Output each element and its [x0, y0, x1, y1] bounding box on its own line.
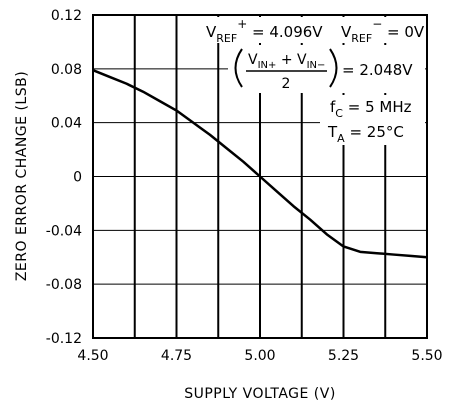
y-tick-labels: 0.12 0.08 0.04 0 -0.04 -0.08 -0.12 [46, 8, 82, 347]
ta-main: T [327, 123, 338, 141]
x-tick-label: 5.50 [411, 348, 442, 364]
vref-plus-sub: REF [216, 32, 237, 45]
annotation-background [198, 17, 425, 43]
y-tick-label: -0.04 [46, 223, 82, 239]
series-layer [92, 69, 428, 259]
vin-minus-main: V [297, 52, 307, 68]
vin-minus-sub: IN− [307, 60, 326, 71]
right-paren [329, 48, 338, 88]
annotation-ta: TA = 25°C [327, 123, 404, 145]
vref-minus-main: V [341, 23, 352, 41]
x-tick-labels: 4.50 4.75 5.00 5.25 5.50 [77, 348, 442, 364]
y-tick-label: 0.04 [51, 116, 82, 132]
annotation-vin-value: = 2.048V [342, 61, 413, 79]
vref-plus-value: = 4.096V [247, 23, 323, 41]
vin-plus-main: V [248, 52, 258, 68]
ta-sub: A [337, 132, 345, 145]
vin-plus-sub: IN+ [258, 60, 277, 71]
annotation-fc: fC = 5 MHz [330, 98, 412, 120]
y-tick-label: -0.08 [46, 277, 82, 293]
fc-value: = 5 MHz [343, 98, 412, 116]
vref-minus-sub: REF [351, 32, 372, 45]
vref-minus-sup: − [372, 17, 382, 31]
y-axis-title: ZERO ERROR CHANGE (LSB) [14, 71, 30, 281]
vin-sep: + [276, 52, 297, 68]
annotation-vref: VREF+ = 4.096V [206, 17, 323, 45]
annotation-vin-denominator: 2 [282, 76, 291, 92]
series-line [92, 69, 428, 259]
annotation-background [320, 95, 425, 145]
vref-plus-main: V [206, 23, 217, 41]
annotation-vref-minus: VREF− = 0V [341, 17, 425, 45]
annotation-vin-numerator: VIN+ + VIN− [248, 52, 325, 71]
x-tick-label: 4.50 [77, 348, 108, 364]
y-tick-label: 0.12 [51, 8, 82, 24]
fc-main: f [330, 98, 336, 116]
x-tick-label: 4.75 [161, 348, 192, 364]
annotation-background [228, 45, 425, 93]
x-axis-title: SUPPLY VOLTAGE (V) [184, 386, 336, 402]
left-paren [234, 48, 243, 88]
x-tick-label: 5.00 [244, 348, 275, 364]
y-tick-label: 0 [73, 170, 82, 186]
y-tick-label: -0.12 [46, 331, 82, 347]
plot-frame [92, 14, 428, 339]
x-tick-label: 5.25 [328, 348, 359, 364]
vref-minus-value: = 0V [382, 23, 425, 41]
y-tick-label: 0.08 [51, 62, 82, 78]
vref-plus-sup: + [237, 17, 247, 31]
fc-sub: C [335, 107, 343, 120]
ta-value: = 25°C [345, 123, 404, 141]
